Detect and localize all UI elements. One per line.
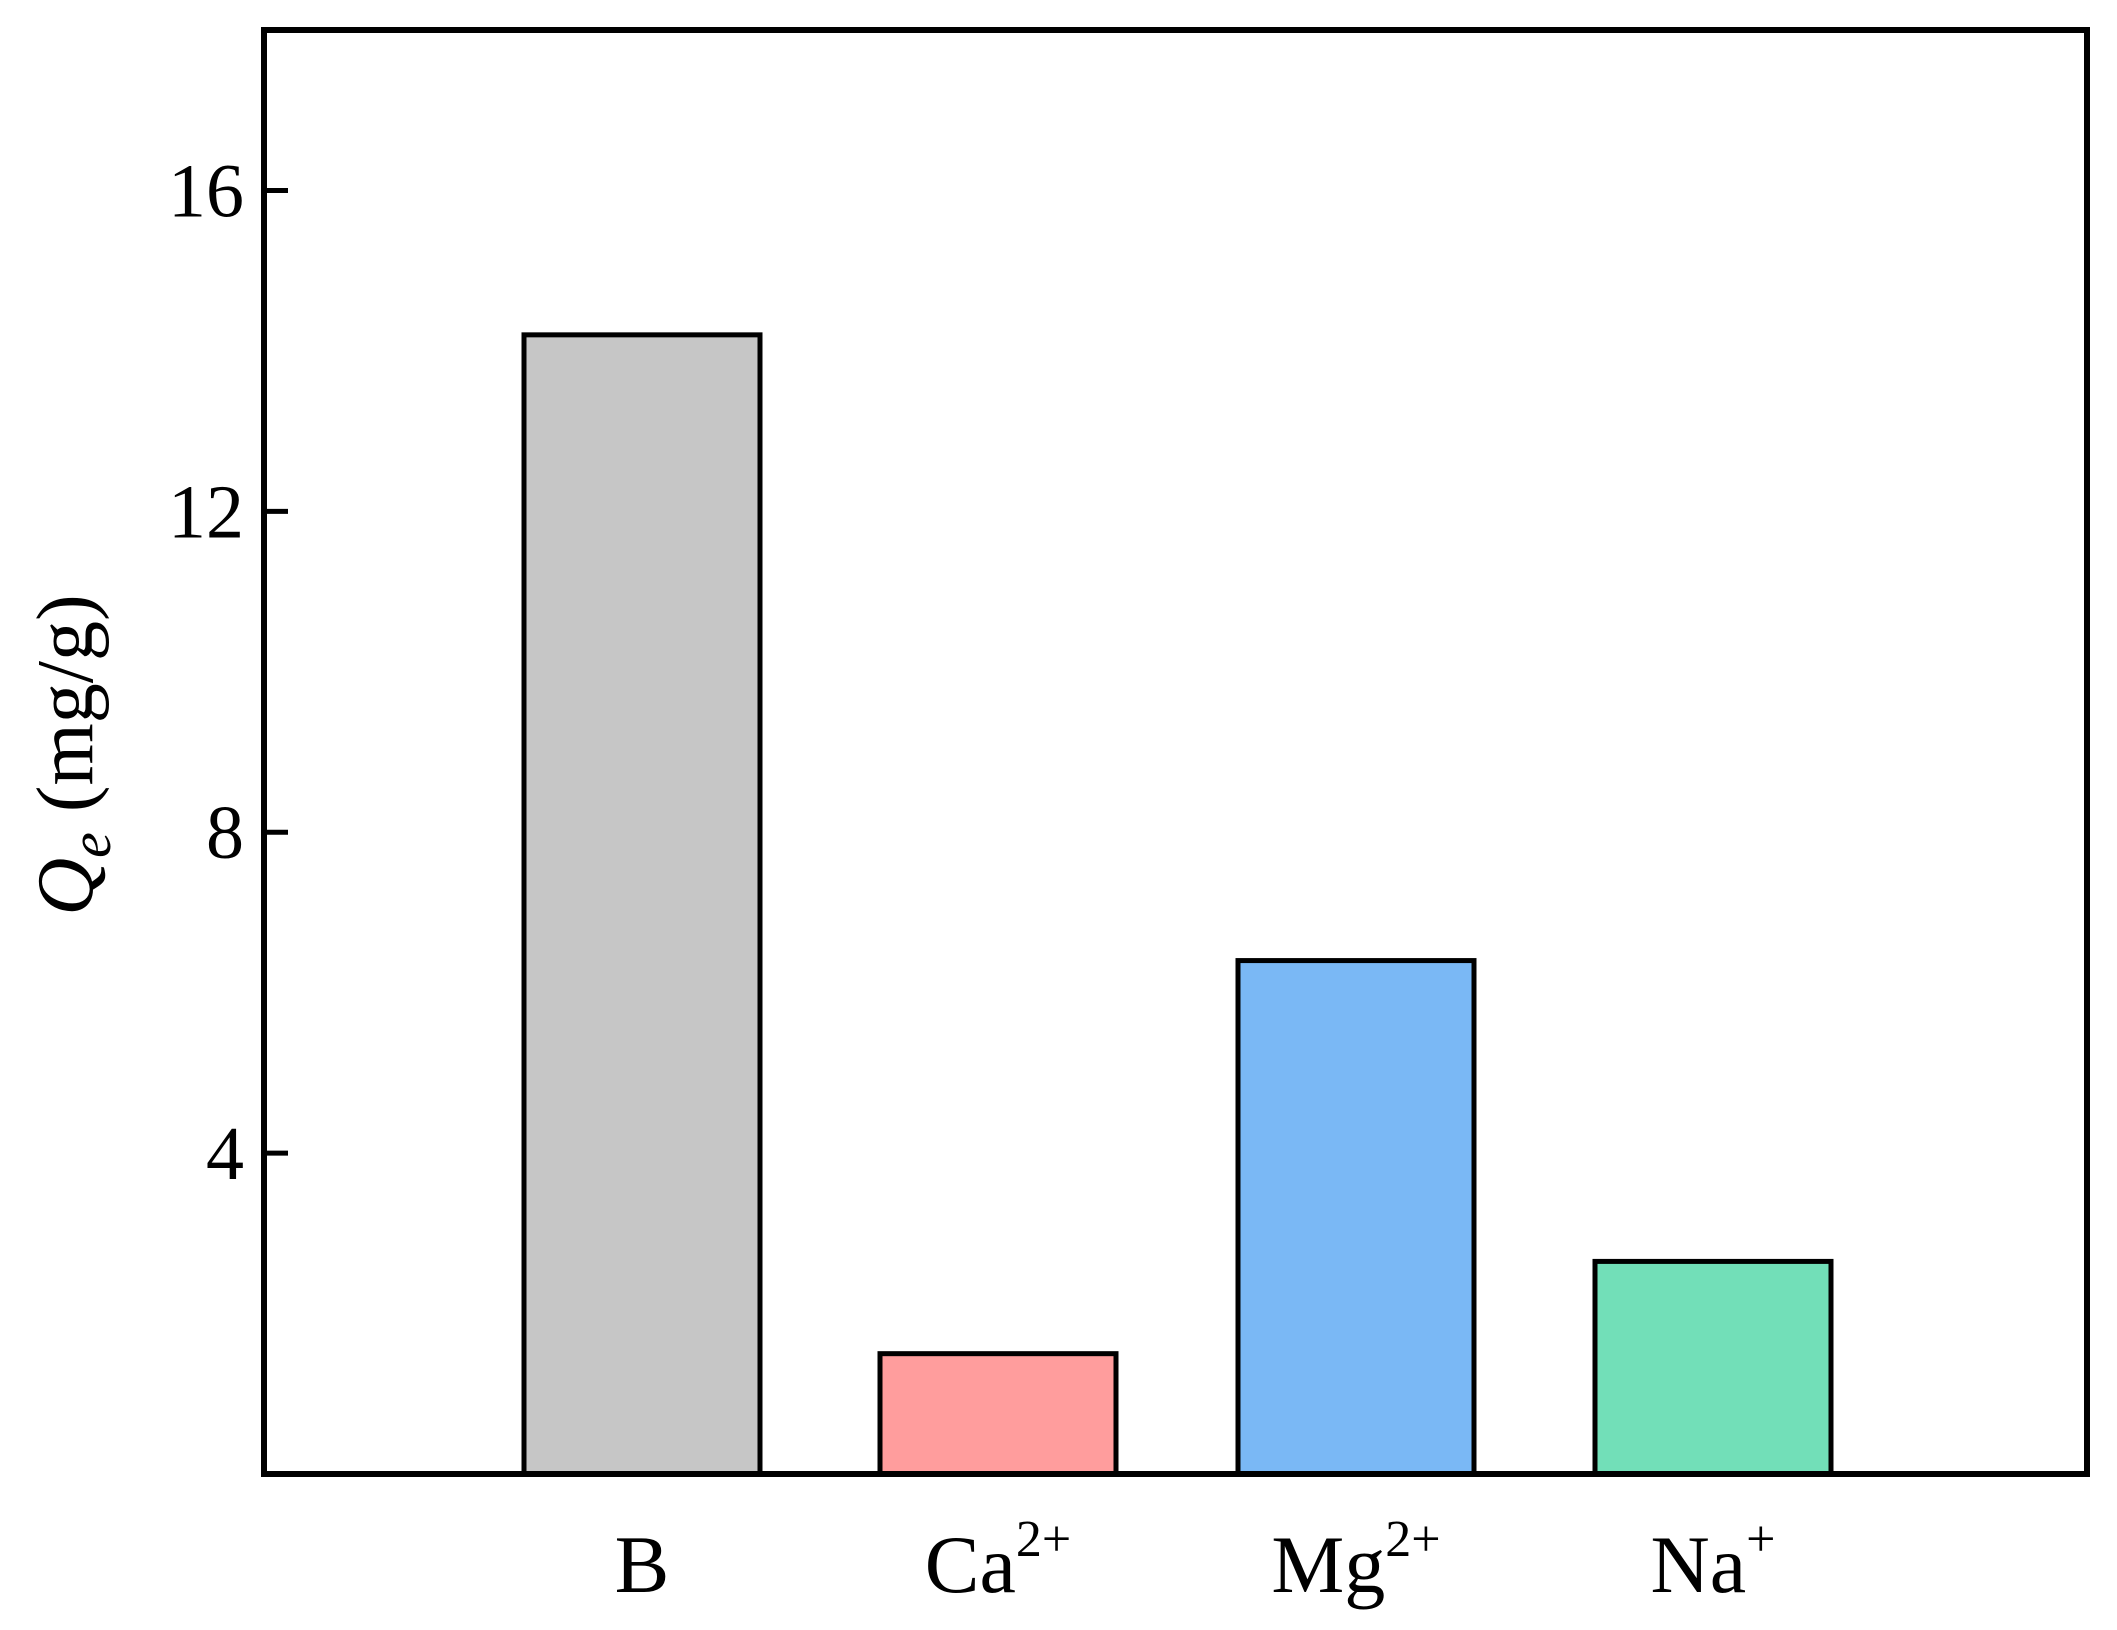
y-axis-label-symbol: Q (22, 858, 110, 916)
y-tick-label: 12 (168, 470, 244, 554)
plot-frame (261, 27, 2090, 1477)
x-tick-label-superscript: + (1746, 1511, 1775, 1568)
x-axis-tick-labels: B Ca2+ Mg2+ Na+ (615, 1511, 1776, 1610)
y-tick-label: 4 (206, 1112, 244, 1196)
bar (877, 1351, 1119, 1477)
x-tick-label: Ca2+ (925, 1511, 1071, 1610)
y-axis-label-units: (mg/g) (22, 594, 110, 832)
x-tick-label: Na+ (1651, 1511, 1776, 1610)
x-tick-label: B (615, 1519, 670, 1610)
y-axis-label: Qe (mg/g) (22, 594, 123, 915)
bar (1235, 958, 1477, 1477)
bar (521, 332, 763, 1477)
x-tick-label-superscript: 2+ (1385, 1511, 1440, 1568)
x-tick-label-base: B (615, 1519, 670, 1610)
y-tick-label: 8 (206, 791, 244, 875)
x-tick-label-base: Na (1651, 1519, 1747, 1610)
x-tick-label-base: Mg (1271, 1519, 1385, 1610)
y-axis-ticks: 4 8 12 16 (168, 149, 288, 1196)
x-tick-label: Mg2+ (1271, 1511, 1440, 1610)
x-tick-label-base: Ca (925, 1519, 1016, 1610)
bar (1592, 1258, 1834, 1477)
x-tick-label-superscript: 2+ (1016, 1511, 1071, 1568)
bars (521, 332, 1834, 1477)
y-tick-label: 16 (168, 149, 244, 233)
y-axis-label-subscript: e (58, 832, 123, 858)
